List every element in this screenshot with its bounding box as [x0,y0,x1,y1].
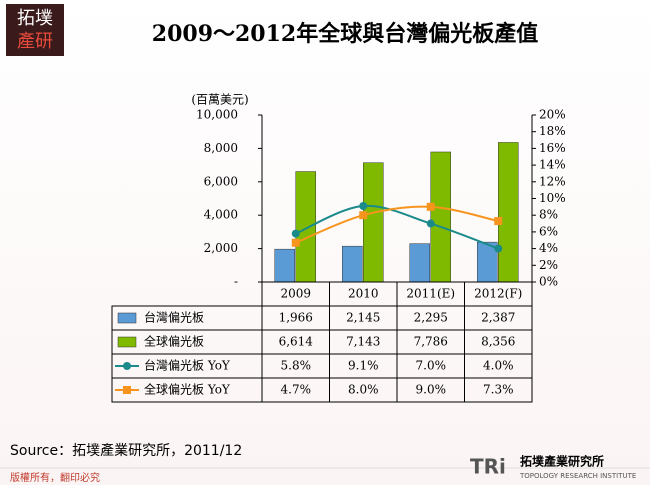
marker [426,219,435,228]
y-tick-label: 10,000 [196,108,238,122]
legend-marker [123,386,131,394]
table-value: 4.0% [483,359,514,373]
x-tick-label: 2010 [348,287,379,301]
marker [359,202,368,211]
x-tick-label: 2012(F) [474,287,522,301]
tri-name-en: TOPOLOGY RESEARCH INSTITUTE [519,472,636,480]
bar [295,171,316,283]
y2-tick-label: 16% [539,141,566,155]
bar [274,248,295,283]
table-value: 7,143 [346,335,380,349]
bar [342,245,363,283]
table-value: 9.1% [348,359,379,373]
bar [363,162,384,283]
marker [359,211,368,220]
y2-tick-label: 8% [539,208,558,222]
bar [409,243,430,283]
tri-name: 拓墣產業研究所 [520,454,604,469]
marker [426,202,435,211]
y-tick-label: 2,000 [204,241,238,255]
table-value: 7,786 [414,335,448,349]
y-tick-label: 6,000 [204,174,238,188]
marker [494,217,503,226]
legend-marker [123,362,131,370]
y2-tick-label: 2% [539,258,558,272]
table-value: 9.0% [416,383,447,397]
table-value: 2,295 [414,311,448,325]
x-tick-label: 2009 [280,287,311,301]
marker [291,238,300,247]
y-axis-label: (百萬美元) [191,93,248,107]
logo-box [6,4,64,56]
marker [291,229,300,238]
legend-label: 全球偏光板 [144,334,204,349]
y2-tick-label: 0% [539,275,558,289]
logo-top: 拓墣 [17,8,53,29]
y-tick-label: 4,000 [204,208,238,222]
x-tick-label: 2011(E) [406,287,455,301]
table-value: 5.8% [281,359,312,373]
y-tick-label: 8,000 [204,141,238,155]
table-value: 1,966 [279,311,313,325]
table-value: 8.0% [348,383,379,397]
marker [494,244,503,253]
legend-label: 全球偏光板 YoY [144,382,231,397]
y2-tick-label: 10% [539,191,566,205]
y2-tick-label: 12% [539,174,566,188]
bar [498,142,519,283]
table-value: 4.7% [281,383,312,397]
line [295,204,499,250]
source: Source：拓墣產業研究所，2011/12 [10,442,242,459]
line [295,205,499,244]
y2-tick-label: 14% [539,158,566,172]
table-value: 8,356 [481,335,515,349]
bar [430,151,451,283]
table-value: 2,145 [346,311,380,325]
table-value: 6,614 [279,335,314,349]
legend-swatch [117,312,137,324]
legend-label: 台灣偏光板 YoY [144,358,231,373]
tri-logo: TRi [470,455,506,479]
table-value: 7.3% [483,383,514,397]
logo-bottom: 產研 [17,31,53,52]
y2-tick-label: 20% [539,108,566,122]
footer: 版權所有，翻印必究 [10,471,100,484]
chart-title: 2009～2012年全球與台灣偏光板產值 [152,21,538,47]
legend-label: 台灣偏光板 [144,310,204,325]
legend-swatch [117,336,137,348]
y2-tick-label: 4% [539,241,558,255]
table-value: 2,387 [481,311,515,325]
table-value: 7.0% [416,359,447,373]
y2-tick-label: 18% [539,124,566,138]
y-tick-label: - [234,275,238,289]
y2-tick-label: 6% [539,224,558,238]
